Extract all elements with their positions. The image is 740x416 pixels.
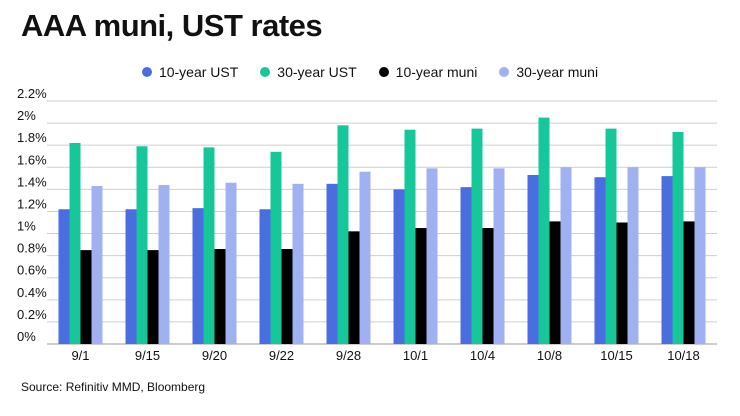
bar-10-year-muni-10-4 [482,228,494,344]
y-tick-label: 0.8% [17,241,47,256]
x-tick-label: 9/1 [71,348,89,363]
y-tick-label: 0% [17,329,36,344]
x-tick-label: 9/28 [336,348,361,363]
bar-10-year-ust-9-20 [192,208,204,344]
legend-label: 10-year muni [395,64,478,80]
legend-swatch [499,67,510,77]
legend-item-10-year-ust: 10-year UST [141,64,239,80]
bar-10-year-ust-9-22 [259,209,271,344]
bar-10-year-ust-10-18 [661,176,673,344]
bar-10-year-muni-10-15 [616,222,628,344]
bar-10-year-ust-10-15 [594,177,606,344]
legend-swatch [141,67,152,77]
bar-30-year-muni-10-1 [426,168,438,344]
x-tick-label: 9/22 [269,348,294,363]
bar-10-year-muni-9-28 [348,231,360,344]
bar-10-year-muni-9-1 [80,250,92,344]
bar-30-year-ust-10-18 [672,131,684,344]
bar-30-year-ust-10-1 [404,129,416,344]
bar-10-year-muni-10-1 [415,228,427,344]
bar-10-year-ust-9-1 [58,209,70,344]
bar-30-year-muni-10-18 [694,167,706,344]
chart-legend: 10-year UST 30-year UST 10-year muni 30-yea… [0,64,740,80]
bar-30-year-ust-9-20 [203,147,215,344]
bar-30-year-ust-9-15 [136,146,148,344]
bar-30-year-ust-9-1 [69,142,81,344]
bar-10-year-muni-10-8 [549,221,561,344]
bar-10-year-ust-10-4 [460,187,472,344]
legend-swatch [260,67,271,77]
bar-30-year-muni-9-15 [158,184,170,344]
bar-30-year-muni-10-4 [493,168,505,344]
bar-10-year-ust-10-1 [393,189,405,344]
legend-swatch [378,67,389,77]
x-tick-label: 10/8 [537,348,562,363]
x-tick-label: 9/20 [202,348,227,363]
bar-30-year-ust-9-22 [270,151,282,344]
bar-30-year-ust-10-15 [605,128,617,344]
x-tick-label: 10/15 [600,348,633,363]
bar-10-year-ust-9-28 [326,183,338,344]
x-tick-label: 10/18 [667,348,700,363]
y-tick-label: 2.2% [17,86,47,101]
legend-label: 30-year muni [516,64,599,80]
y-tick-label: 1% [17,219,36,234]
y-tick-label: 1.6% [17,152,47,167]
bar-30-year-ust-10-8 [538,117,550,345]
y-tick-label: 0.2% [17,307,47,322]
bar-30-year-ust-9-28 [337,125,349,344]
y-tick-label: 0.4% [17,285,47,300]
bar-30-year-ust-10-4 [471,128,483,344]
bar-30-year-muni-9-20 [225,182,237,344]
bar-30-year-muni-9-28 [359,171,371,344]
y-tick-label: 1.4% [17,174,47,189]
y-tick-label: 2% [17,108,36,123]
bar-chart: 0% 0.2% 0.4% 0.6% 0.8% 1% 1.2% 1.4% 1.6% 1.8% 2% 2.… [17,86,717,363]
legend-item-10-year-muni: 10-year muni [378,64,478,80]
x-tick-label: 10/1 [403,348,428,363]
bar-30-year-muni-10-8 [560,167,572,344]
bar-30-year-muni-9-1 [91,186,103,344]
bar-10-year-muni-10-18 [683,221,695,344]
x-tick-label: 10/4 [470,348,495,363]
y-tick-label: 1.8% [17,130,47,145]
y-tick-label: 1.2% [17,196,47,211]
bar-10-year-ust-10-8 [527,175,539,344]
legend-item-30-year-muni: 30-year muni [499,64,598,80]
chart-title: AAA muni, UST rates [21,8,323,43]
x-tick-label: 9/15 [135,348,160,363]
legend-label: 10-year UST [158,64,239,80]
source-note: Source: Refinitiv MMD, Bloomberg [21,380,206,394]
bar-10-year-muni-9-22 [281,249,293,344]
legend-item-30-year-ust: 30-year UST [260,64,357,80]
bar-10-year-muni-9-20 [214,249,226,344]
bar-10-year-muni-9-15 [147,250,159,344]
bar-30-year-muni-9-22 [292,183,304,344]
bar-10-year-ust-9-15 [125,209,137,344]
y-tick-label: 0.6% [17,263,47,278]
legend-label: 30-year UST [277,64,357,80]
bar-30-year-muni-10-15 [627,167,639,344]
